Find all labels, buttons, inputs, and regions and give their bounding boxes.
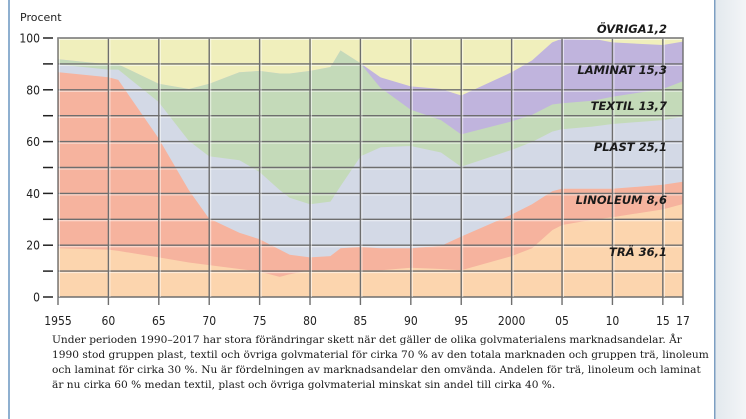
series-label-trä: TRÄ 36,1 (609, 244, 667, 259)
series-labels-layer: TRÄ 36,1 LINOLEUM 8,6 PLAST 25,1 TEXTIL 13,… (576, 21, 667, 259)
x-tick-label: 90 (404, 314, 418, 328)
chart-caption: Under perioden 1990–2017 har stora förän… (52, 334, 709, 391)
areas-layer (57, 37, 684, 298)
x-tick-label: 95 (454, 314, 468, 328)
y-tick-label: 40 (26, 187, 40, 201)
x-tick-label: 70 (202, 314, 216, 328)
axes-layer: 0 20 40 60 80 100 1955 60 65 70 75 80 85 90 95 2000 05 10… (19, 32, 689, 329)
series-label-plast: PLAST 25,1 (594, 140, 667, 154)
series-label-textil: TEXTIL 13,7 (591, 99, 667, 113)
x-tick-label: 05 (555, 314, 569, 328)
y-axis-label: Procent (20, 11, 62, 24)
y-tick-label: 0 (33, 291, 40, 305)
x-tick-label: 2000 (498, 314, 526, 328)
x-tick-label: 15 (656, 314, 670, 328)
x-tick-label: 75 (253, 314, 267, 328)
right-side-panel (714, 0, 746, 419)
stacked-area-chart: Procent 0 20 40 60 80 100 1955 60 65 70 75 80 85 90 95… (19, 11, 689, 329)
left-border-rule (8, 0, 10, 419)
grid-layer (57, 37, 685, 305)
series-label-laminat: LAMINAT 15,3 (577, 63, 667, 77)
x-tick-label: 17 (676, 314, 690, 328)
y-tick-label: 100 (19, 32, 40, 46)
y-tick-label: 20 (26, 239, 40, 253)
x-tick-label: 10 (606, 314, 620, 328)
y-tick-label: 80 (26, 83, 40, 97)
x-tick-label: 80 (303, 314, 317, 328)
x-tick-label: 60 (102, 314, 116, 328)
series-label-övriga: ÖVRIGA1,2 (597, 21, 667, 36)
x-tick-label: 1955 (44, 314, 71, 328)
x-tick-label: 85 (354, 314, 368, 328)
y-tick-label: 60 (26, 135, 40, 149)
x-tick-label: 65 (152, 314, 166, 328)
series-label-linoleum: LINOLEUM 8,6 (576, 193, 667, 207)
